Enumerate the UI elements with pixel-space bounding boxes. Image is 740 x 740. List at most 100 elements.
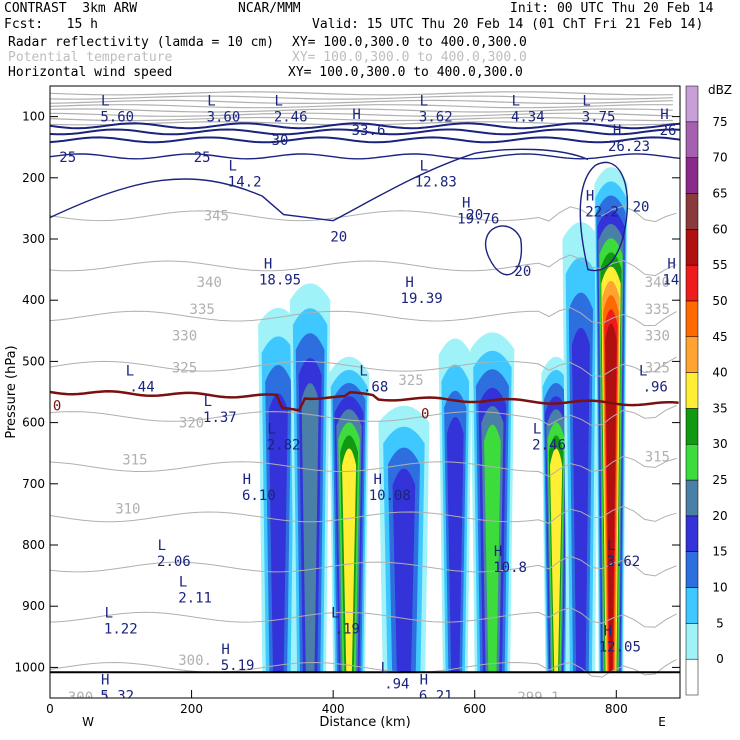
extremum-marker: H	[613, 123, 621, 139]
wind-contour-20	[50, 148, 589, 222]
theta-line	[50, 455, 677, 477]
field-reflectivity-xy: XY= 100.0,300.0 to 400.0,300.0	[292, 35, 527, 50]
extremum-marker: H	[243, 472, 251, 488]
wind-contour-20-core	[579, 161, 629, 272]
forecast-hour: Fcst: 15 h	[4, 17, 98, 32]
plot-frame	[49, 85, 681, 699]
colorbar-tick-label: 25	[712, 473, 727, 487]
colorbar-tick-label: 35	[712, 401, 727, 415]
wind-contour-label: 20	[330, 230, 347, 246]
wind-contour-label: 20	[633, 200, 650, 216]
reflectivity-band	[550, 448, 563, 673]
extremum-value: 10.08	[369, 488, 411, 504]
theta-label: 330	[645, 329, 670, 345]
extremum-value: 3.62	[419, 110, 453, 126]
theta-label: 320	[179, 416, 204, 432]
extremum-value: 1.37	[203, 410, 237, 426]
extremum-marker: H	[494, 544, 502, 560]
field-theta: Potential temperature	[8, 50, 173, 65]
extremum-value: 22.2	[585, 205, 619, 221]
reflectivity-band	[446, 416, 464, 673]
extremum-marker: L	[381, 660, 389, 676]
extremum-value: 26.23	[608, 139, 650, 155]
extremum-value: 2.46	[274, 110, 308, 126]
wind-contour-label: 30	[272, 133, 289, 149]
colorbar-tick-label: 60	[712, 222, 727, 236]
reflectivity-band	[605, 323, 617, 673]
reflectivity-band	[268, 393, 288, 673]
theta-line	[50, 307, 677, 327]
colorbar-swatch	[685, 193, 699, 230]
x-tick-label: 800	[605, 702, 628, 716]
colorbar-swatch	[685, 658, 699, 696]
y-tick-label: 1000	[14, 660, 45, 674]
extremum-value: 2.06	[157, 554, 191, 570]
extremum-marker: H	[352, 107, 360, 123]
extremum-value: 19.76	[457, 211, 499, 227]
extremum-value: 14.85	[662, 272, 704, 288]
theta-label: 325	[645, 361, 670, 377]
extremum-marker: L	[533, 422, 541, 438]
extremum-value: .94	[384, 676, 409, 692]
extremum-marker: H	[660, 107, 668, 123]
theta-label: 315	[122, 452, 147, 468]
colorbar-tick-label: 30	[712, 437, 727, 451]
y-tick-label: 600	[22, 416, 45, 430]
colorbar-tick-label: 5	[716, 616, 724, 630]
wind-contour-label: 25	[194, 150, 211, 166]
extremum-marker: H	[374, 472, 382, 488]
extremum-value: 12.83	[415, 175, 457, 191]
wind-contour-20-closed	[485, 225, 523, 276]
y-tick-label: 700	[22, 477, 45, 491]
extremum-marker: L	[331, 605, 339, 621]
reflectivity-band	[301, 383, 319, 673]
reflectivity-band	[571, 327, 590, 673]
extremum-value: 18.95	[259, 272, 301, 288]
theta-label: 325	[398, 373, 423, 389]
extremum-marker: L	[126, 364, 134, 380]
theta-label: 335	[190, 302, 215, 318]
colorbar-unit: dBZ	[708, 83, 732, 97]
theta-line-upper	[50, 116, 673, 122]
extremum-marker: L	[274, 94, 282, 110]
colorbar-swatch	[685, 623, 699, 660]
theta-label: 315	[645, 449, 670, 465]
extremum-value: 5.60	[100, 110, 134, 126]
wind-jet-contour	[50, 153, 680, 160]
theta-line	[50, 356, 677, 377]
valid-time: Valid: 15 UTC Thu 20 Feb 14 (01 ChT Fri …	[312, 17, 704, 32]
extremum-marker: L	[607, 538, 615, 554]
org-label: NCAR/MMM	[238, 1, 301, 16]
extremum-marker: H	[221, 642, 229, 658]
y-tick-label: 400	[22, 293, 45, 307]
y-tick-label: 500	[22, 354, 45, 368]
extremum-marker: L	[267, 422, 275, 438]
extremum-marker: H	[264, 256, 272, 272]
extremum-marker: H	[420, 673, 428, 689]
theta-contours	[50, 91, 677, 678]
extremum-value: 2.82	[267, 438, 301, 454]
extremum-marker: H	[586, 189, 594, 205]
theta-line-upper	[50, 95, 673, 100]
extremum-marker: L	[512, 94, 520, 110]
extremum-marker: L	[204, 394, 212, 410]
theta-line	[50, 607, 677, 628]
wind-contour-label: 20	[514, 264, 531, 280]
theta-label: 345	[204, 209, 229, 225]
wind-contour-label: 0	[53, 398, 61, 414]
colorbar-tick-label: 55	[712, 258, 727, 272]
east-direction-label: E	[658, 715, 666, 729]
zero-contour-line	[50, 390, 679, 412]
extremum-value: 19.39	[401, 291, 443, 307]
extremum-marker: H	[667, 256, 675, 272]
wind-contour-label: 20	[466, 208, 483, 224]
wind-jet-contour	[50, 122, 680, 130]
y-tick-label: 900	[22, 599, 45, 613]
colorbar-tick-label: 45	[712, 330, 727, 344]
colorbar-swatch	[685, 443, 699, 481]
theta-label: 310	[115, 501, 140, 517]
extremum-value: 5.19	[221, 658, 255, 674]
colorbar-swatch	[685, 121, 699, 158]
theta-line	[50, 555, 677, 577]
